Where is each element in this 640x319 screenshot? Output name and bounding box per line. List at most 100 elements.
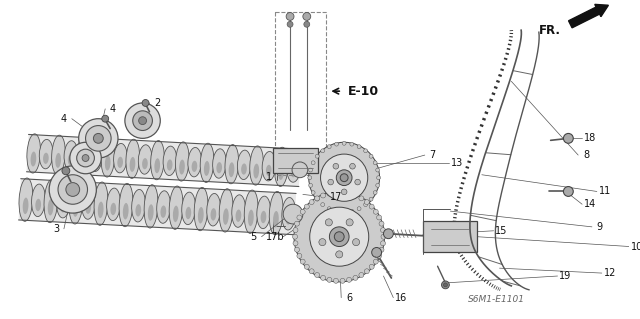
Ellipse shape bbox=[198, 207, 204, 224]
Circle shape bbox=[333, 163, 339, 169]
Circle shape bbox=[346, 219, 353, 226]
Circle shape bbox=[303, 12, 311, 20]
Circle shape bbox=[142, 100, 149, 107]
Circle shape bbox=[293, 241, 298, 246]
Circle shape bbox=[102, 115, 109, 122]
Ellipse shape bbox=[44, 179, 58, 223]
Ellipse shape bbox=[220, 189, 233, 232]
Ellipse shape bbox=[82, 187, 95, 219]
Circle shape bbox=[86, 126, 111, 151]
Ellipse shape bbox=[130, 157, 135, 172]
Circle shape bbox=[342, 141, 346, 145]
Text: E-10: E-10 bbox=[348, 85, 380, 98]
Circle shape bbox=[308, 168, 312, 172]
Ellipse shape bbox=[48, 199, 54, 215]
Ellipse shape bbox=[291, 166, 296, 177]
Circle shape bbox=[376, 183, 380, 187]
Text: 17: 17 bbox=[330, 192, 342, 202]
Text: 8: 8 bbox=[583, 150, 589, 160]
Circle shape bbox=[379, 221, 384, 226]
Ellipse shape bbox=[157, 191, 170, 223]
Circle shape bbox=[355, 179, 360, 185]
Ellipse shape bbox=[19, 178, 33, 221]
Circle shape bbox=[359, 196, 364, 201]
Ellipse shape bbox=[163, 146, 177, 175]
Ellipse shape bbox=[228, 162, 234, 177]
Ellipse shape bbox=[273, 211, 279, 227]
Circle shape bbox=[336, 170, 352, 186]
Ellipse shape bbox=[76, 137, 90, 176]
Circle shape bbox=[369, 204, 374, 209]
Circle shape bbox=[308, 176, 312, 180]
Ellipse shape bbox=[31, 184, 45, 217]
Circle shape bbox=[308, 183, 312, 187]
Circle shape bbox=[309, 269, 314, 274]
Circle shape bbox=[293, 228, 298, 233]
Circle shape bbox=[444, 283, 447, 287]
Ellipse shape bbox=[43, 153, 49, 164]
Ellipse shape bbox=[52, 135, 65, 174]
Circle shape bbox=[335, 142, 339, 146]
Ellipse shape bbox=[225, 145, 239, 184]
Circle shape bbox=[364, 269, 369, 274]
Ellipse shape bbox=[105, 156, 111, 171]
Ellipse shape bbox=[161, 205, 166, 218]
Circle shape bbox=[333, 190, 339, 195]
Text: 15: 15 bbox=[495, 226, 508, 236]
Ellipse shape bbox=[126, 139, 140, 178]
Ellipse shape bbox=[35, 199, 41, 211]
Circle shape bbox=[327, 277, 332, 282]
Ellipse shape bbox=[69, 181, 83, 224]
Bar bbox=[273, 148, 317, 173]
Ellipse shape bbox=[132, 189, 145, 222]
Ellipse shape bbox=[148, 204, 154, 221]
Ellipse shape bbox=[94, 182, 108, 225]
Ellipse shape bbox=[194, 187, 208, 231]
Text: 19: 19 bbox=[559, 271, 572, 281]
Ellipse shape bbox=[250, 146, 264, 185]
Text: 4: 4 bbox=[110, 104, 116, 114]
Ellipse shape bbox=[55, 153, 61, 168]
Text: 1: 1 bbox=[266, 172, 273, 182]
Ellipse shape bbox=[223, 208, 228, 225]
Ellipse shape bbox=[282, 197, 296, 230]
Polygon shape bbox=[26, 134, 301, 187]
Circle shape bbox=[283, 204, 303, 224]
Circle shape bbox=[342, 210, 346, 214]
Circle shape bbox=[364, 203, 367, 206]
Circle shape bbox=[357, 207, 361, 211]
Ellipse shape bbox=[287, 153, 301, 182]
Circle shape bbox=[335, 209, 339, 213]
Circle shape bbox=[373, 161, 377, 165]
Circle shape bbox=[327, 207, 331, 211]
Ellipse shape bbox=[142, 158, 148, 169]
Circle shape bbox=[62, 167, 70, 175]
Ellipse shape bbox=[80, 154, 86, 169]
Circle shape bbox=[321, 275, 326, 280]
Ellipse shape bbox=[138, 145, 152, 174]
Circle shape bbox=[328, 179, 333, 185]
Ellipse shape bbox=[275, 147, 288, 186]
Circle shape bbox=[373, 209, 378, 214]
Circle shape bbox=[353, 275, 358, 280]
Ellipse shape bbox=[31, 152, 36, 167]
Ellipse shape bbox=[188, 147, 202, 177]
Circle shape bbox=[381, 234, 386, 239]
Circle shape bbox=[82, 155, 89, 161]
Circle shape bbox=[349, 163, 355, 169]
Circle shape bbox=[316, 154, 319, 158]
Ellipse shape bbox=[98, 202, 104, 218]
Circle shape bbox=[350, 142, 354, 146]
Circle shape bbox=[379, 247, 384, 252]
Circle shape bbox=[308, 142, 380, 213]
Ellipse shape bbox=[111, 203, 116, 215]
Ellipse shape bbox=[232, 195, 246, 227]
Circle shape bbox=[340, 278, 345, 283]
Ellipse shape bbox=[22, 197, 28, 214]
Circle shape bbox=[319, 239, 326, 246]
Ellipse shape bbox=[117, 157, 123, 168]
Ellipse shape bbox=[85, 202, 91, 214]
Ellipse shape bbox=[173, 206, 179, 222]
Text: 10: 10 bbox=[631, 241, 640, 251]
Circle shape bbox=[304, 21, 310, 27]
